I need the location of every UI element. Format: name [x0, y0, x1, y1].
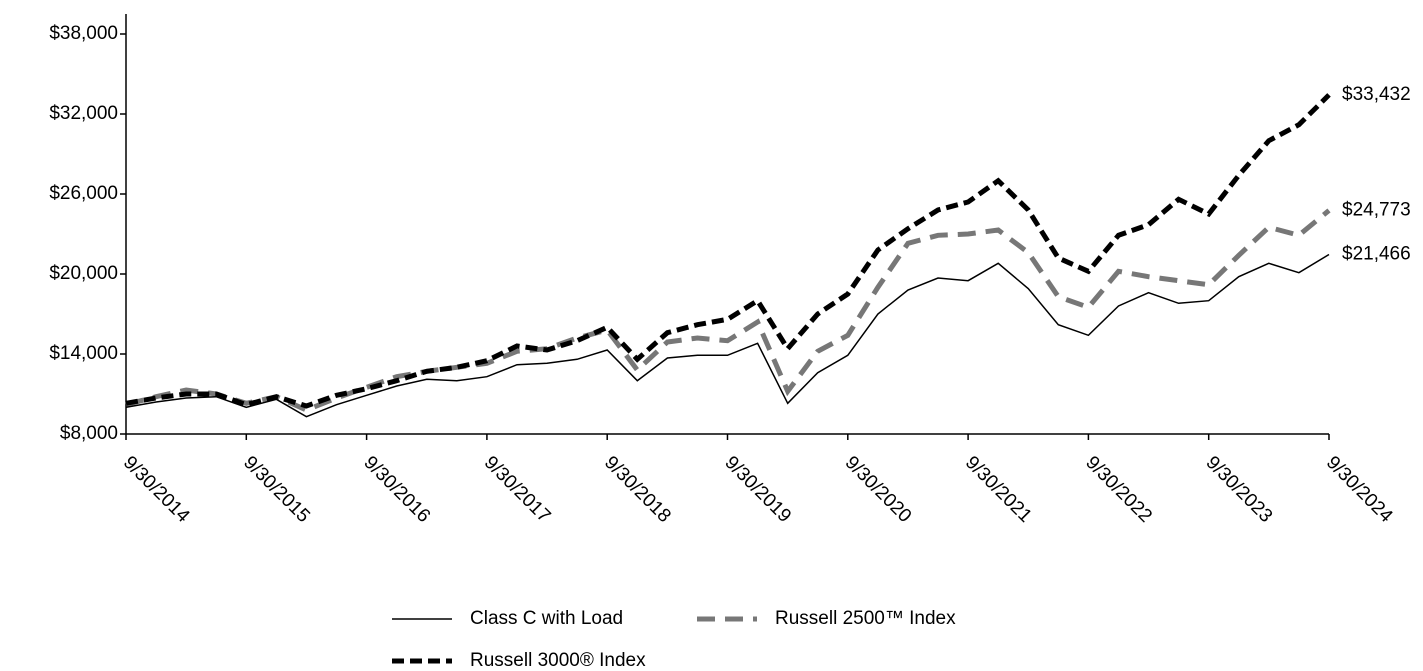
x-tick-label: 9/30/2016 [360, 452, 435, 527]
y-tick-label: $8,000 [60, 423, 118, 444]
x-tick-label: 9/30/2018 [600, 452, 675, 527]
x-tick-label: 9/30/2022 [1081, 452, 1156, 527]
y-tick-label: $14,000 [49, 343, 118, 364]
y-tick-label: $38,000 [49, 23, 118, 44]
x-tick-label: 9/30/2023 [1202, 452, 1277, 527]
series-line [125, 208, 1331, 413]
x-tick-label: 9/30/2014 [119, 452, 194, 527]
y-tick-label: $20,000 [49, 263, 118, 284]
y-tick-label: $32,000 [49, 103, 118, 124]
legend-label: Russell 3000® Index [470, 650, 646, 671]
x-tick-label: 9/30/2017 [480, 452, 555, 527]
x-tick-label: 9/30/2019 [720, 452, 795, 527]
legend-label: Class C with Load [470, 608, 623, 629]
x-tick-label: 9/30/2020 [841, 452, 916, 527]
end-value-label: $21,466 [1342, 243, 1411, 264]
x-tick-label: 9/30/2015 [239, 452, 314, 527]
end-value-label: $24,773 [1342, 199, 1411, 220]
series-line [125, 93, 1331, 409]
x-tick-label: 9/30/2024 [1322, 452, 1397, 527]
series-line [125, 253, 1330, 418]
y-tick-label: $26,000 [49, 183, 118, 204]
end-value-label: $33,432 [1342, 84, 1411, 105]
legend-label: Russell 2500™ Index [775, 608, 956, 629]
x-tick-label: 9/30/2021 [961, 452, 1036, 527]
